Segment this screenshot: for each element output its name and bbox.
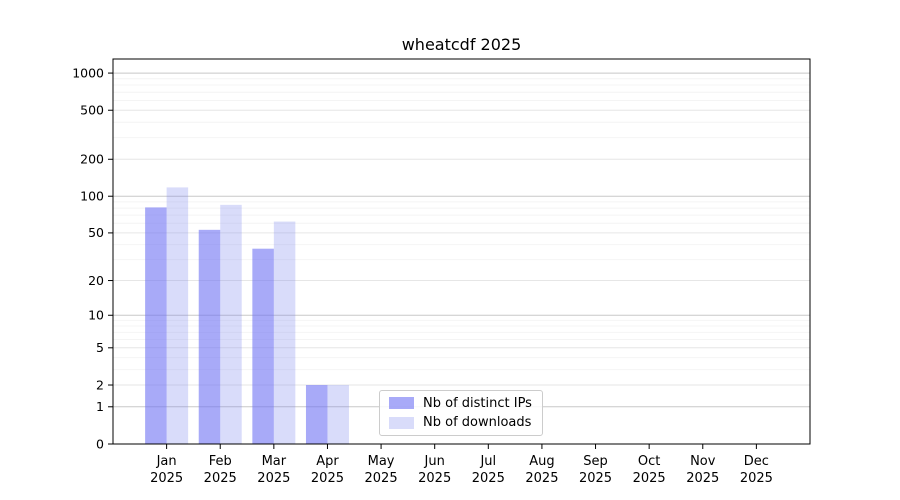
bar-feb-distinct-ips <box>198 229 221 444</box>
x-tick-label-month: Aug <box>529 454 554 469</box>
x-tick-label-year: 2025 <box>740 471 773 486</box>
x-tick-label-year: 2025 <box>418 471 451 486</box>
y-tick-label: 5 <box>96 340 104 355</box>
x-tick-label-year: 2025 <box>472 471 505 486</box>
x-tick-label-month: Feb <box>209 454 232 469</box>
x-tick-label-month: Jul <box>479 454 496 469</box>
bar-mar-distinct-ips <box>252 248 274 444</box>
y-tick-label: 2 <box>96 377 104 392</box>
x-tick-label-month: Jan <box>156 454 177 469</box>
x-tick-label-month: Sep <box>583 454 608 469</box>
bar-apr-distinct-ips <box>305 385 328 444</box>
x-tick-label-month: Oct <box>638 454 660 469</box>
x-tick-label-month: Dec <box>744 454 769 469</box>
x-tick-label-year: 2025 <box>633 471 666 486</box>
x-tick-label-year: 2025 <box>525 471 558 486</box>
y-tick-label: 1000 <box>72 65 104 80</box>
legend-swatch-downloads <box>389 416 414 429</box>
x-tick-label-year: 2025 <box>311 471 344 486</box>
y-tick-label: 20 <box>88 273 104 288</box>
y-tick-label: 10 <box>88 308 104 323</box>
y-tick-label: 200 <box>80 152 104 167</box>
bar-jan-downloads <box>166 187 189 444</box>
legend-item-distinct-ips: Nb of distinct IPs <box>389 396 542 411</box>
x-tick-label-year: 2025 <box>257 471 290 486</box>
x-tick-label-year: 2025 <box>204 471 237 486</box>
y-tick-label: 500 <box>80 103 104 118</box>
legend-item-downloads: Nb of downloads <box>389 415 542 430</box>
chart-title: wheatcdf 2025 <box>401 35 522 54</box>
bar-mar-downloads <box>273 221 296 444</box>
x-tick-label-year: 2025 <box>686 471 719 486</box>
legend: Nb of distinct IPs Nb of downloads <box>379 390 543 436</box>
y-tick-label: 50 <box>88 225 104 240</box>
x-tick-label-month: Mar <box>262 454 287 469</box>
x-tick-label-month: Apr <box>316 454 339 469</box>
legend-label-distinct-ips: Nb of distinct IPs <box>423 395 532 411</box>
x-tick-label-year: 2025 <box>150 471 183 486</box>
y-tick-label: 100 <box>80 189 104 204</box>
bar-apr-downloads <box>327 385 349 444</box>
x-tick-label-month: Nov <box>690 454 716 469</box>
bar-feb-downloads <box>220 204 242 444</box>
legend-swatch-distinct-ips <box>389 397 414 410</box>
x-tick-label-month: Jun <box>424 454 445 469</box>
x-tick-label-year: 2025 <box>579 471 612 486</box>
axes-spines <box>112 58 811 445</box>
y-tick-label: 1 <box>96 399 104 414</box>
x-tick-label-year: 2025 <box>365 471 398 486</box>
y-tick-label: 0 <box>96 436 104 451</box>
x-tick-label-month: May <box>368 454 395 469</box>
bar-jan-distinct-ips <box>145 207 167 444</box>
legend-label-downloads: Nb of downloads <box>423 415 532 431</box>
